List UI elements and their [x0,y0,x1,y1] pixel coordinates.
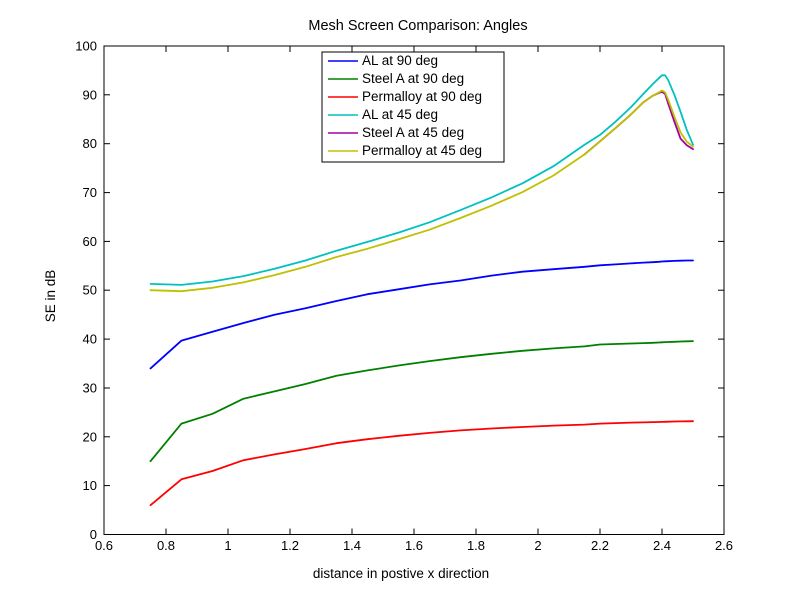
svg-text:0.6: 0.6 [95,538,113,553]
svg-text:70: 70 [83,185,97,200]
svg-text:2.4: 2.4 [653,538,671,553]
svg-text:SE in dB: SE in dB [43,270,58,323]
svg-text:0.8: 0.8 [157,538,175,553]
svg-text:AL at 45 deg: AL at 45 deg [362,107,438,122]
svg-text:1: 1 [224,538,231,553]
svg-text:80: 80 [83,136,97,151]
svg-text:Steel A at 45 deg: Steel A at 45 deg [362,125,464,140]
svg-text:Steel A at 90 deg: Steel A at 90 deg [362,71,464,86]
svg-text:1.2: 1.2 [281,538,299,553]
svg-text:0: 0 [90,527,97,542]
svg-text:Mesh Screen Comparison: Angles: Mesh Screen Comparison: Angles [308,18,527,34]
svg-text:40: 40 [83,332,97,347]
svg-text:1.8: 1.8 [467,538,485,553]
svg-text:30: 30 [83,381,97,396]
svg-text:50: 50 [83,283,97,298]
svg-text:Permalloy at 90 deg: Permalloy at 90 deg [362,89,482,104]
svg-text:AL at 90 deg: AL at 90 deg [362,53,438,68]
svg-text:1.6: 1.6 [405,538,423,553]
svg-text:10: 10 [83,478,97,493]
svg-text:2: 2 [534,538,541,553]
svg-text:90: 90 [83,87,97,102]
svg-text:2.2: 2.2 [591,538,609,553]
svg-text:2.6: 2.6 [715,538,733,553]
svg-text:60: 60 [83,234,97,249]
svg-text:distance in postive x directio: distance in postive x direction [313,566,489,581]
svg-text:100: 100 [75,39,97,54]
svg-text:Permalloy at 45 deg: Permalloy at 45 deg [362,143,482,158]
svg-text:20: 20 [83,429,97,444]
svg-text:1.4: 1.4 [343,538,361,553]
